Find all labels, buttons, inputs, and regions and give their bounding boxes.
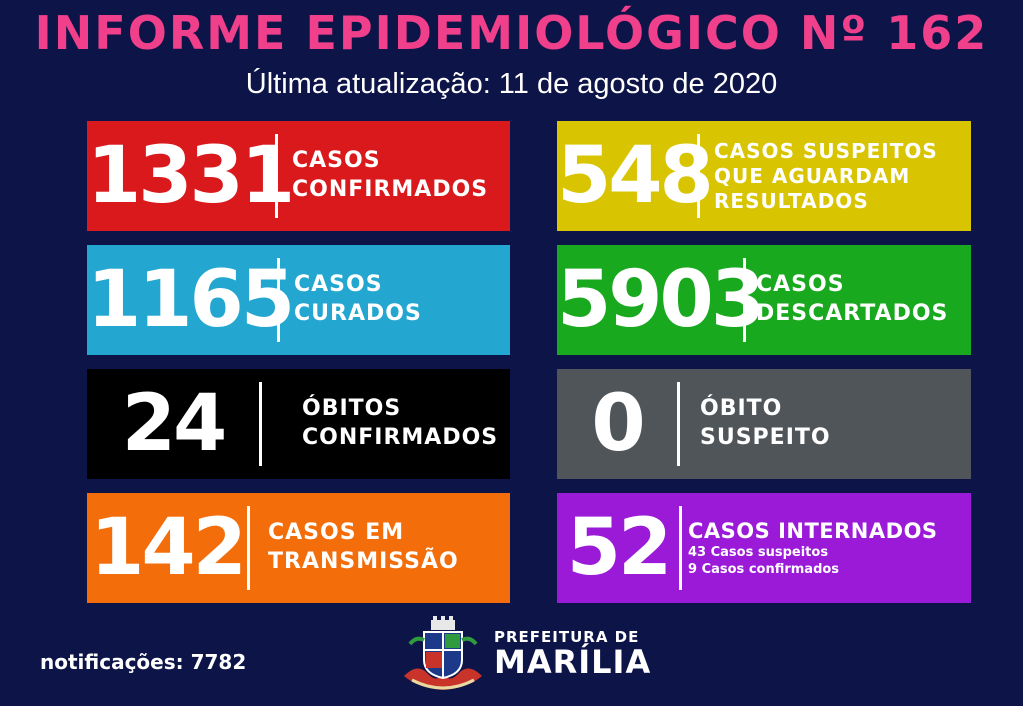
hospitalized-cases-label: CASOS INTERNADOS 43 Casos suspeitos 9 Ca… xyxy=(688,519,938,577)
discarded-cases-label: CASOS DESCARTADOS xyxy=(756,272,949,326)
divider xyxy=(677,382,680,466)
suspected-death-label: ÓBITO SUSPEITO xyxy=(700,396,831,450)
divider xyxy=(743,258,746,342)
cured-cases-count: 1165 xyxy=(87,255,295,345)
card-discarded-cases: 5903 CASOS DESCARTADOS xyxy=(557,245,971,355)
confirmed-deaths-count: 24 xyxy=(121,379,228,469)
prefeitura-logo: PREFEITURA DE MARÍLIA xyxy=(398,614,651,694)
discarded-cases-count: 5903 xyxy=(557,255,765,345)
coat-of-arms-icon xyxy=(404,616,482,690)
notifications-count: notificações: 7782 xyxy=(40,650,247,674)
card-confirmed-deaths: 24 ÓBITOS CONFIRMADOS xyxy=(87,369,510,479)
confirmed-deaths-label: ÓBITOS CONFIRMADOS xyxy=(302,396,499,450)
logo-text: PREFEITURA DE MARÍLIA xyxy=(494,628,652,682)
card-suspected-death: 0 ÓBITO SUSPEITO xyxy=(557,369,971,479)
card-cured-cases: 1165 CASOS CURADOS xyxy=(87,245,510,355)
divider xyxy=(259,382,262,466)
divider xyxy=(679,506,682,590)
divider xyxy=(277,258,280,342)
cured-cases-label: CASOS CURADOS xyxy=(294,272,422,326)
last-update: Última atualização: 11 de agosto de 2020 xyxy=(245,68,778,100)
divider xyxy=(247,506,250,590)
divider xyxy=(275,134,278,218)
suspected-cases-count: 548 xyxy=(557,131,714,221)
card-confirmed-cases: 1331 CASOS CONFIRMADOS xyxy=(87,121,510,231)
report-title: INFORME EPIDEMIOLÓGICO Nº 162 xyxy=(34,6,989,60)
suspected-death-count: 0 xyxy=(591,379,645,469)
divider xyxy=(697,134,700,218)
confirmed-cases-count: 1331 xyxy=(87,131,295,221)
hospitalized-cases-count: 52 xyxy=(566,503,673,593)
hospitalized-suspected: 43 Casos suspeitos xyxy=(688,545,829,561)
card-transmission-cases: 142 CASOS EM TRANSMISSÃO xyxy=(87,493,510,603)
suspected-cases-label: CASOS SUSPEITOS QUE AGUARDAM RESULTADOS xyxy=(714,138,938,213)
card-hospitalized-cases: 52 CASOS INTERNADOS 43 Casos suspeitos 9… xyxy=(557,493,971,603)
confirmed-cases-label: CASOS CONFIRMADOS xyxy=(292,148,489,202)
transmission-cases-label: CASOS EM TRANSMISSÃO xyxy=(268,520,459,574)
hospitalized-confirmed: 9 Casos confirmados xyxy=(688,561,840,577)
transmission-cases-count: 142 xyxy=(90,503,247,593)
card-suspected-cases: 548 CASOS SUSPEITOS QUE AGUARDAM RESULTADO… xyxy=(557,121,971,231)
